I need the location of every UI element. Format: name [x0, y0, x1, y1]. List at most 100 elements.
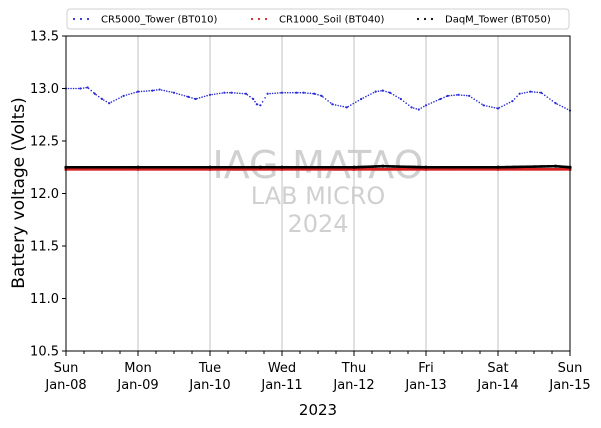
- legend-marker: [430, 17, 434, 21]
- data-point: [258, 165, 262, 169]
- data-point: [292, 91, 294, 94]
- data-point: [388, 91, 392, 94]
- data-series: [64, 86, 572, 171]
- data-point: [128, 93, 130, 96]
- data-point: [526, 91, 528, 94]
- data-point: [264, 96, 266, 99]
- data-point: [236, 92, 239, 94]
- data-point: [160, 89, 163, 91]
- data-point: [531, 91, 533, 93]
- data-point: [334, 104, 337, 106]
- data-point: [380, 90, 382, 92]
- y-tick-label: 13.0: [30, 82, 59, 97]
- data-point: [329, 102, 332, 104]
- y-tick-label: 11.0: [30, 292, 59, 307]
- legend-marker: [264, 17, 268, 21]
- data-point: [120, 96, 123, 98]
- data-point: [163, 89, 166, 92]
- data-point: [166, 90, 168, 92]
- data-point: [100, 97, 104, 101]
- data-point: [523, 91, 526, 94]
- data-point: [331, 103, 334, 106]
- legend-label: CR1000_Soil (BT040): [279, 15, 385, 26]
- data-point: [463, 94, 465, 97]
- data-point: [266, 92, 269, 95]
- y-axis-label: Battery voltage (Volts): [9, 97, 29, 288]
- data-point: [439, 97, 442, 101]
- data-point: [385, 90, 387, 93]
- data-point: [551, 100, 554, 102]
- data-point: [377, 90, 380, 93]
- data-point: [206, 94, 208, 97]
- data-point: [460, 94, 463, 96]
- legend-marker: [86, 17, 90, 21]
- x-tick-label-day: Wed: [268, 361, 296, 376]
- data-point: [564, 107, 566, 109]
- data-point: [554, 164, 558, 168]
- data-point: [133, 92, 135, 94]
- data-point: [428, 103, 430, 105]
- data-point: [118, 97, 120, 100]
- data-point: [221, 92, 224, 94]
- data-point: [279, 92, 282, 94]
- data-point: [122, 94, 125, 97]
- data-point: [218, 92, 221, 95]
- data-point: [561, 105, 564, 108]
- data-point: [295, 91, 298, 94]
- data-point: [349, 104, 352, 106]
- data-point: [103, 99, 105, 101]
- data-point: [322, 96, 324, 98]
- data-point: [549, 98, 551, 100]
- data-point: [148, 90, 150, 92]
- data-point: [320, 94, 323, 97]
- data-point: [269, 92, 271, 95]
- data-point: [172, 91, 176, 94]
- data-point: [234, 92, 236, 94]
- data-point: [178, 93, 181, 96]
- x-axis-label: 2023: [299, 401, 337, 419]
- data-point: [261, 101, 264, 103]
- data-point: [357, 99, 360, 102]
- data-point: [216, 92, 218, 95]
- data-point: [255, 103, 258, 106]
- data-point: [372, 91, 375, 94]
- data-point: [546, 96, 549, 98]
- data-point: [365, 95, 367, 98]
- data-point: [446, 94, 449, 97]
- x-tick-label-date: Jan-14: [476, 378, 518, 393]
- data-point: [181, 94, 183, 96]
- data-point: [280, 91, 284, 94]
- data-point: [75, 87, 77, 90]
- data-point: [201, 96, 203, 98]
- data-point: [230, 91, 233, 94]
- data-point: [513, 98, 516, 100]
- grid-lines: [137, 36, 499, 351]
- data-point: [226, 91, 229, 94]
- data-point: [113, 100, 115, 102]
- x-tick-label-day: Thu: [341, 361, 366, 376]
- data-point: [392, 94, 395, 96]
- data-point: [420, 107, 423, 109]
- data-point: [213, 93, 216, 95]
- legend-marker: [416, 17, 420, 21]
- data-point: [529, 90, 532, 93]
- watermark-line-3: 2024: [287, 210, 348, 238]
- data-point: [208, 93, 212, 96]
- legend-entry: CR5000_Tower (BT010): [72, 15, 217, 26]
- data-point: [496, 107, 500, 110]
- data-point: [397, 96, 400, 99]
- data-point: [302, 91, 305, 94]
- data-point: [241, 92, 244, 95]
- data-point: [410, 106, 413, 109]
- watermark-line-1: IAG-MATAO: [212, 143, 423, 187]
- data-point: [158, 88, 161, 91]
- data-point: [93, 92, 96, 95]
- data-point: [246, 94, 249, 96]
- data-point: [271, 92, 274, 95]
- data-point: [198, 97, 201, 99]
- data-point: [424, 165, 428, 169]
- data-point: [105, 100, 108, 103]
- data-point: [482, 104, 485, 107]
- y-tick-label: 11.5: [30, 240, 59, 255]
- data-point: [136, 165, 140, 169]
